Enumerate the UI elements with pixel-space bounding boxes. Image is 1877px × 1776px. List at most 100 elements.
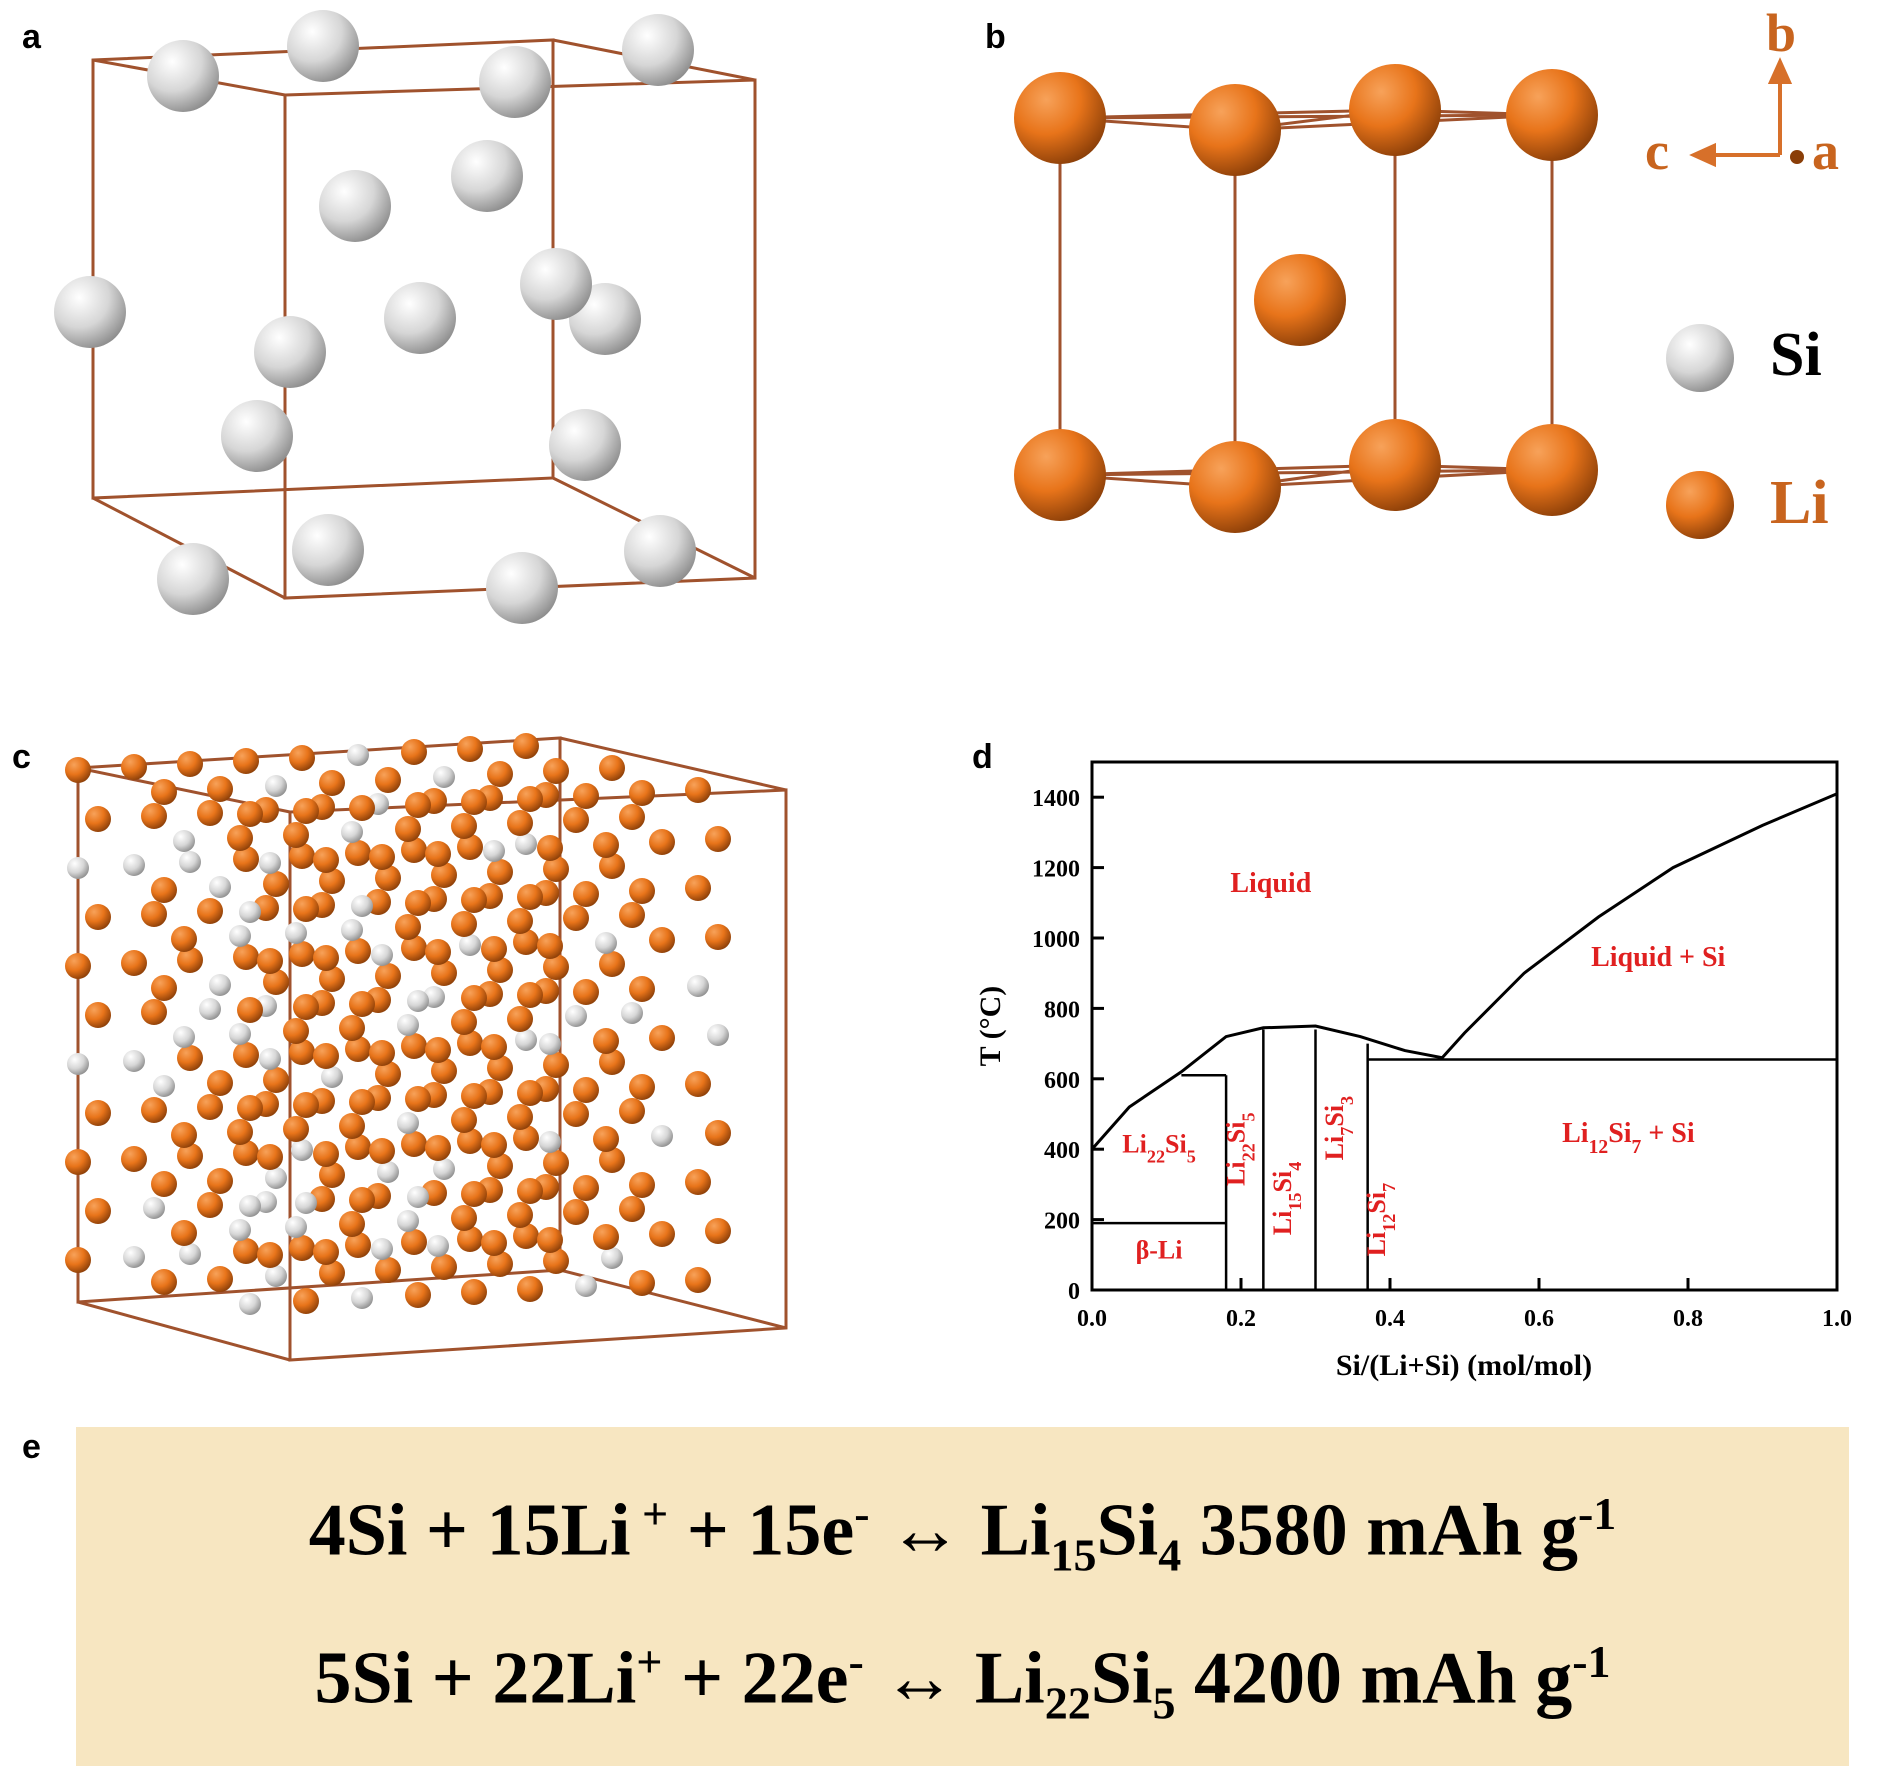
li-atom bbox=[121, 754, 147, 780]
li-atom bbox=[593, 1126, 619, 1152]
li-atom bbox=[121, 1146, 147, 1172]
li-atom bbox=[207, 776, 233, 802]
li-atom bbox=[237, 801, 263, 827]
si-atom bbox=[539, 1033, 561, 1055]
li-atom bbox=[345, 840, 371, 866]
li-atom bbox=[593, 832, 619, 858]
li-atom bbox=[705, 826, 731, 852]
li-atom bbox=[369, 1040, 395, 1066]
panel-label-d: d bbox=[972, 738, 993, 776]
li-atom bbox=[85, 806, 111, 832]
li-atom bbox=[401, 837, 427, 863]
si-atom bbox=[265, 1167, 287, 1189]
y-tick-label: 600 bbox=[1044, 1068, 1080, 1094]
li-atom bbox=[233, 1140, 259, 1166]
si-atom bbox=[515, 1029, 537, 1051]
li-atom bbox=[629, 976, 655, 1002]
li-atom bbox=[543, 856, 569, 882]
li-atom bbox=[513, 1223, 539, 1249]
si-atom bbox=[347, 744, 369, 766]
li-atom bbox=[573, 783, 599, 809]
li-atom bbox=[487, 761, 513, 787]
li-atom bbox=[313, 1043, 339, 1069]
li-atom bbox=[507, 810, 533, 836]
li-atom bbox=[289, 843, 315, 869]
li-atom bbox=[573, 1175, 599, 1201]
li-atom bbox=[207, 1168, 233, 1194]
li-atom bbox=[517, 982, 543, 1008]
li-atom bbox=[629, 878, 655, 904]
li-atom bbox=[197, 898, 223, 924]
li-atom bbox=[457, 1226, 483, 1252]
li-atom bbox=[227, 1119, 253, 1145]
li-atom bbox=[141, 803, 167, 829]
li-atom bbox=[457, 1128, 483, 1154]
li-atom bbox=[619, 1196, 645, 1222]
si-atom bbox=[483, 840, 505, 862]
si-atom bbox=[291, 1139, 313, 1161]
panel-label-a: a bbox=[22, 18, 41, 56]
si-atom bbox=[209, 974, 231, 996]
li-atom bbox=[461, 1083, 487, 1109]
li-atom bbox=[481, 1230, 507, 1256]
li-atom bbox=[461, 1181, 487, 1207]
li-atom bbox=[293, 1092, 319, 1118]
li-atom bbox=[649, 829, 675, 855]
liquidus-curve bbox=[1090, 792, 1838, 1151]
li-atom bbox=[487, 957, 513, 983]
si-atom bbox=[351, 1287, 373, 1309]
li-atom bbox=[151, 1269, 177, 1295]
li-atom bbox=[563, 905, 589, 931]
si-atom bbox=[179, 1243, 201, 1265]
li-atom bbox=[289, 1235, 315, 1261]
li-atom bbox=[619, 1098, 645, 1124]
si-atom bbox=[479, 46, 551, 118]
si-atom bbox=[259, 852, 281, 874]
si-atom bbox=[459, 934, 481, 956]
li-atom bbox=[1014, 429, 1106, 521]
li-atom bbox=[705, 924, 731, 950]
region-label-li22si5-v: Li22Si5 bbox=[1222, 1112, 1259, 1186]
phase-diagram: 0.0 0.2 0.4 0.6 0.8 1.0 0 200 400 600 800 1000 1200 1… bbox=[974, 760, 1852, 1382]
li-atom bbox=[233, 846, 259, 872]
li-atom bbox=[593, 1224, 619, 1250]
li-atom bbox=[345, 938, 371, 964]
axis-label-c: c bbox=[1645, 121, 1669, 181]
si-atom bbox=[54, 276, 126, 348]
li-atom bbox=[685, 1071, 711, 1097]
li-atom bbox=[313, 945, 339, 971]
li-atom bbox=[233, 748, 259, 774]
li-atom bbox=[431, 1254, 457, 1280]
si-atom bbox=[173, 830, 195, 852]
axis-ticks: 0.0 0.2 0.4 0.6 0.8 1.0 0 200 400 600 800 1000 1200 1… bbox=[1032, 786, 1852, 1332]
si-atom bbox=[549, 409, 621, 481]
li-atom bbox=[563, 1101, 589, 1127]
li-atom bbox=[171, 1122, 197, 1148]
si-atom bbox=[601, 1247, 623, 1269]
li-atom bbox=[345, 1134, 371, 1160]
si-atom bbox=[153, 1075, 175, 1097]
li-atom bbox=[151, 975, 177, 1001]
y-tick-label: 1400 bbox=[1032, 786, 1080, 812]
panel-c-li15si4-supercell bbox=[76, 736, 788, 1362]
si-atom bbox=[147, 40, 219, 112]
li-atom bbox=[207, 1070, 233, 1096]
si-atom bbox=[229, 925, 251, 947]
x-tick-label: 0.8 bbox=[1673, 1306, 1703, 1332]
li-atom bbox=[375, 1257, 401, 1283]
si-atom bbox=[341, 821, 363, 843]
li-atom bbox=[405, 890, 431, 916]
si-atom bbox=[371, 1238, 393, 1260]
li-atom bbox=[339, 1211, 365, 1237]
si-atom bbox=[319, 170, 391, 242]
region-label-li12si7-v: Li12Si7 bbox=[1362, 1183, 1399, 1257]
li-atom bbox=[1506, 424, 1598, 516]
li-atom bbox=[369, 1138, 395, 1164]
li-atom bbox=[461, 1279, 487, 1305]
li-atom bbox=[141, 999, 167, 1025]
li-atom bbox=[121, 950, 147, 976]
li-atom bbox=[395, 914, 421, 940]
li-atom bbox=[431, 862, 457, 888]
li-atom bbox=[293, 798, 319, 824]
li-atom bbox=[517, 1276, 543, 1302]
